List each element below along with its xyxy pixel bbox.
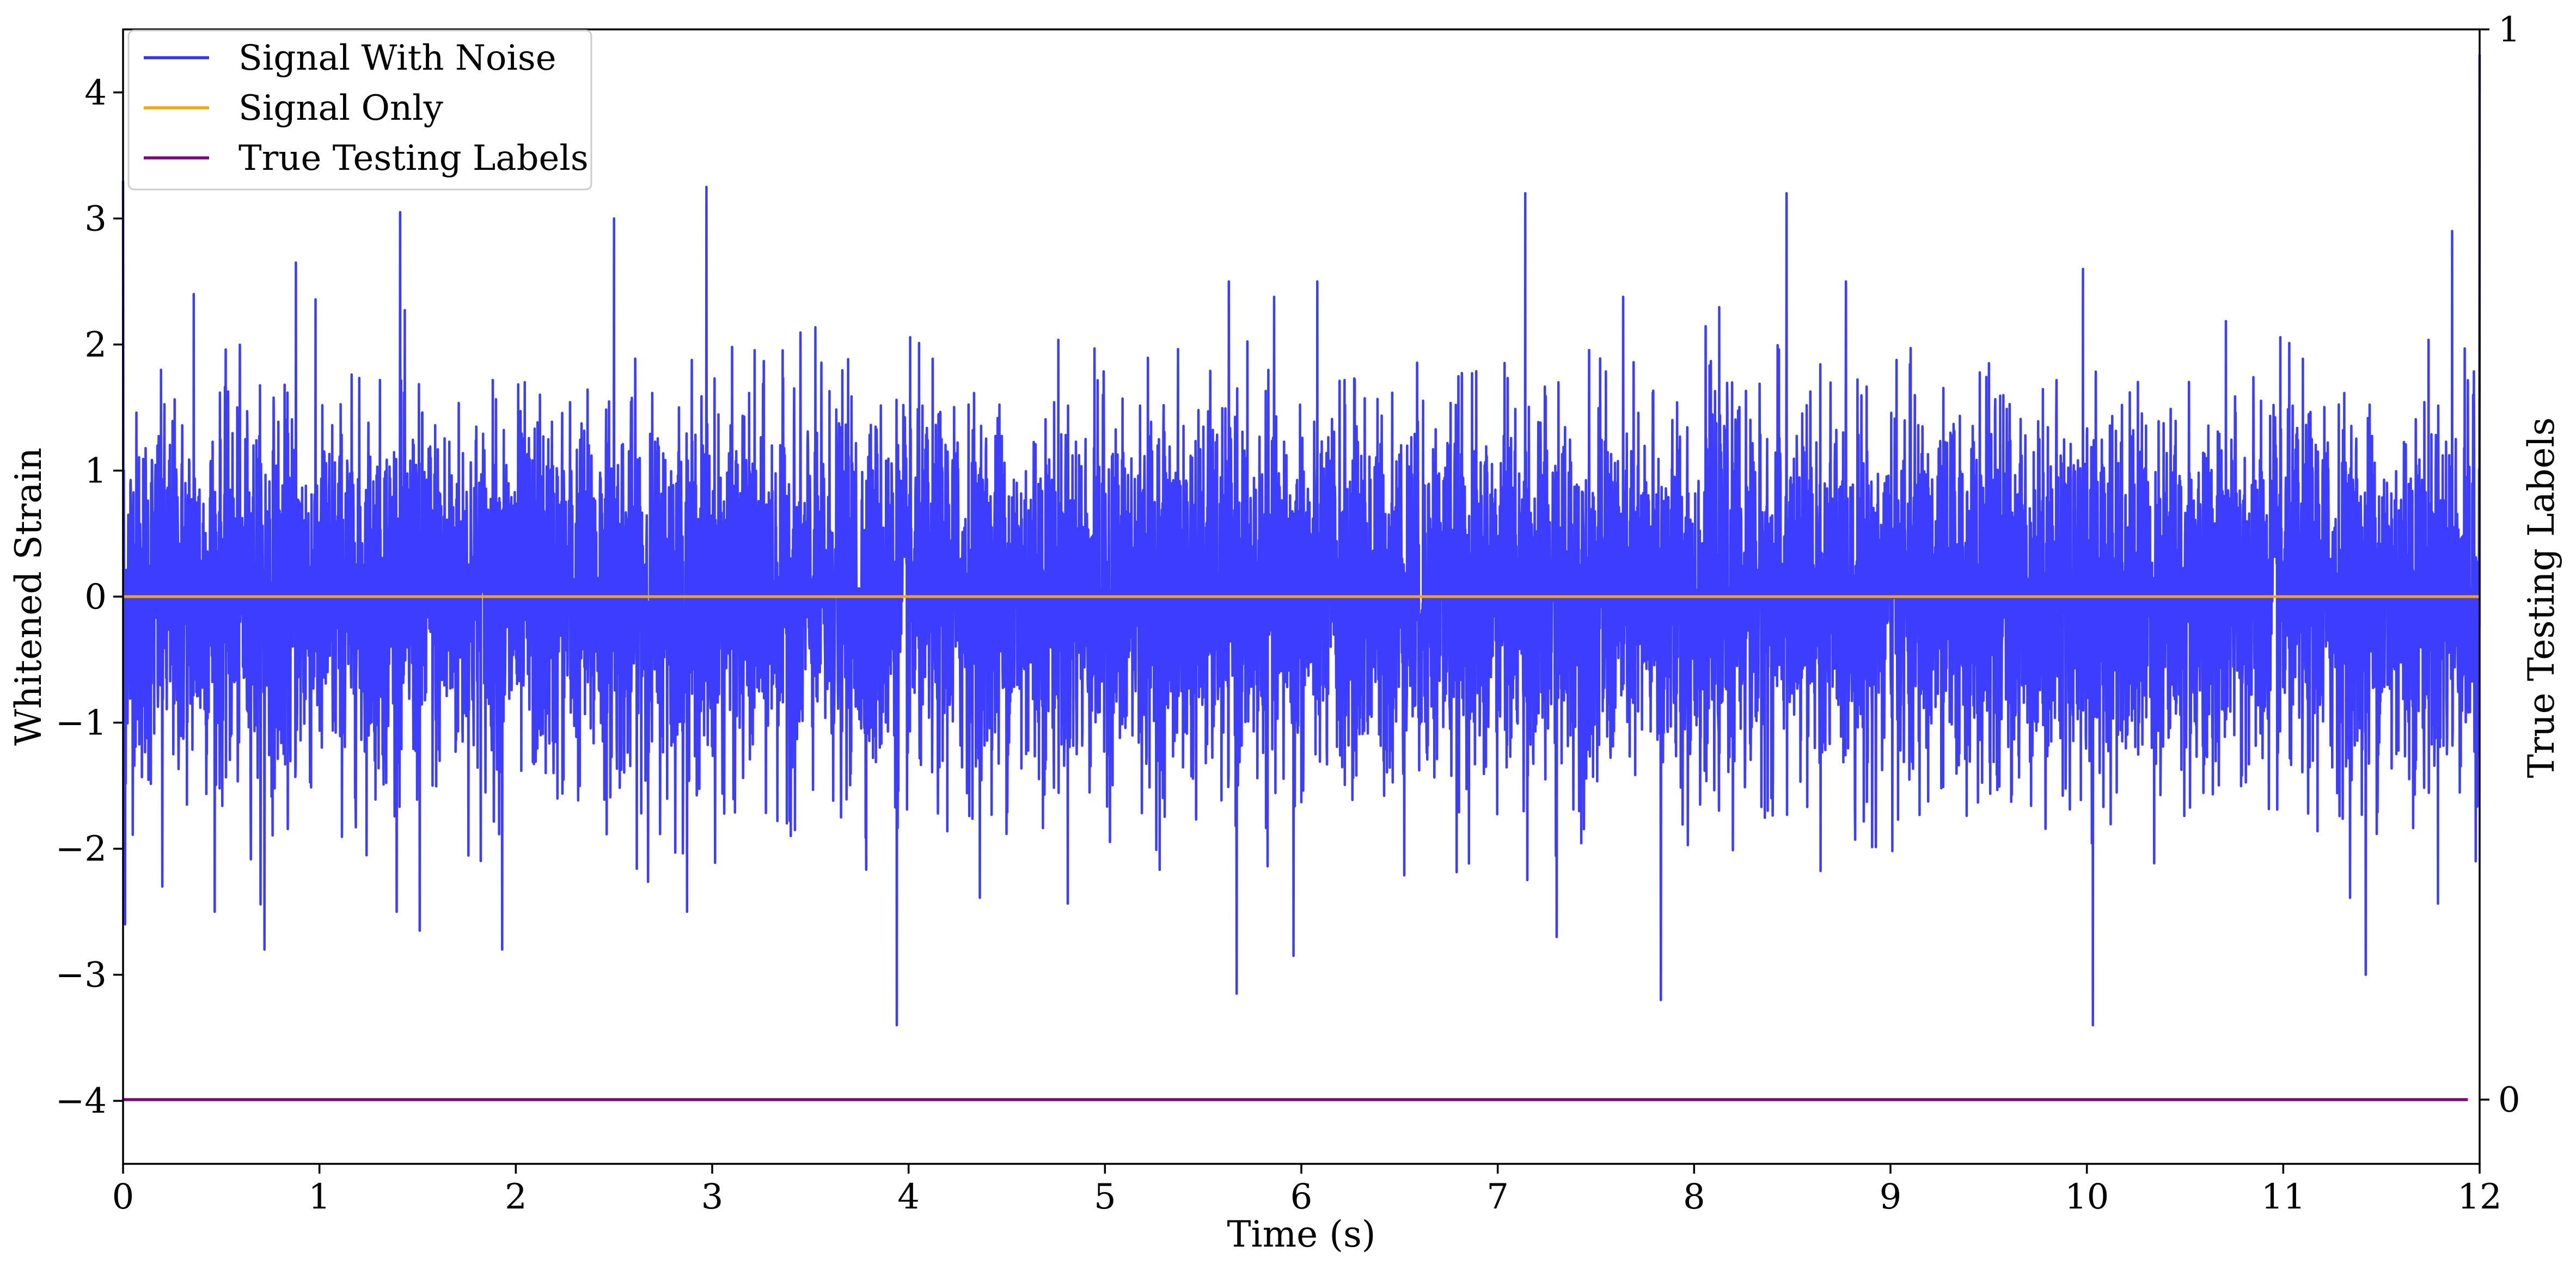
y2-tick-label: 1 [2498,10,2520,50]
y-tick-label: 4 [84,73,107,113]
plot-area [121,54,2481,1101]
y-tick-label: −4 [56,1081,107,1121]
legend-label: True Testing Labels [238,138,589,179]
x-tick-label: 11 [2261,1177,2305,1217]
x-axis-label: Time (s) [1227,1213,1375,1255]
x-tick-label: 6 [1290,1177,1313,1217]
series-signal-with-noise [121,54,2481,1027]
y-tick-label: 2 [84,325,107,365]
x-tick-label: 1 [308,1177,331,1217]
x-tick-label: 9 [1880,1177,1902,1217]
legend-label: Signal With Noise [238,38,556,78]
x-tick-label: 7 [1486,1177,1509,1217]
legend-frame [127,29,592,191]
x-tick-label: 4 [897,1177,920,1217]
y2-tick-label: 0 [2498,1080,2520,1120]
y-tick-label: 3 [84,199,107,239]
legend-label: Signal Only [238,88,443,128]
x-tick-label: 12 [2457,1177,2501,1217]
y2-axis-label: True Testing Labels [2520,418,2562,778]
y-axis-label: Whitened Strain [8,447,50,746]
y-tick-label: 0 [84,577,107,617]
y-tick-label: −1 [56,703,107,744]
x-tick-label: 5 [1094,1177,1116,1217]
x-tick-label: 0 [112,1177,134,1217]
x-tick-label: 2 [505,1177,527,1217]
x-tick-label: 3 [701,1177,724,1217]
x-tick-label: 10 [2065,1177,2109,1217]
y-tick-label: −2 [56,829,107,869]
y-tick-label: 1 [84,451,107,491]
legend: Signal With Noise Signal Only True Testing… [127,29,592,191]
x-tick-label: 8 [1683,1177,1705,1217]
y-tick-label: −3 [56,955,107,996]
